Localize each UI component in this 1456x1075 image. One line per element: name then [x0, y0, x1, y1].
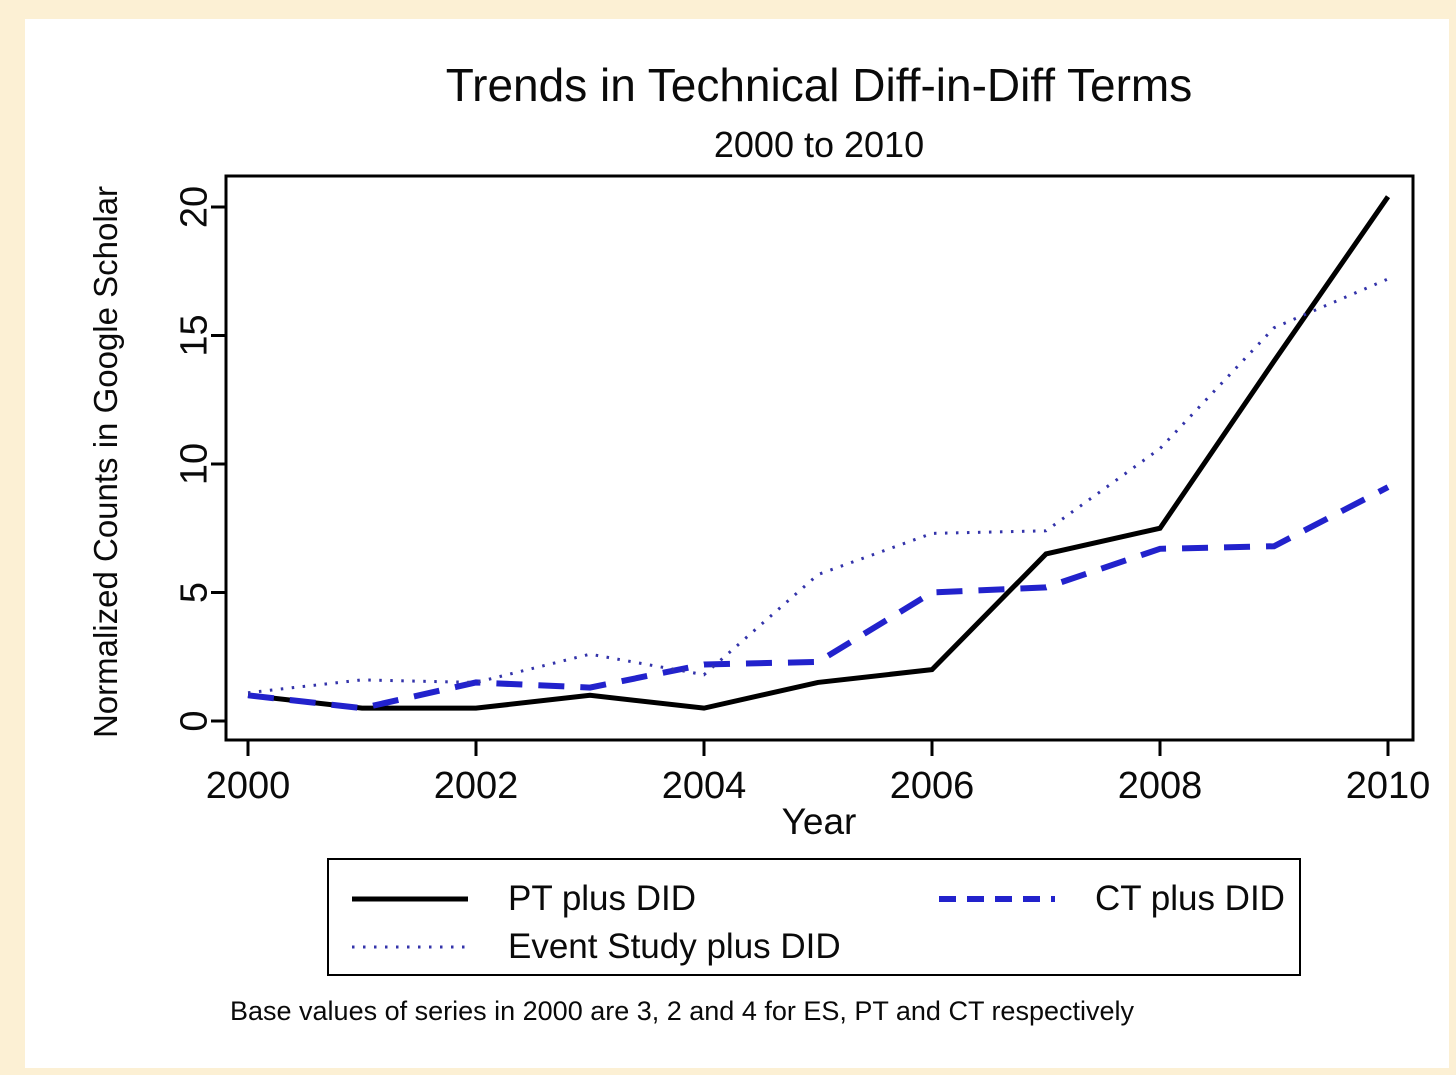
legend-label-ct: CT plus DID — [1095, 879, 1285, 918]
y-tick-label: 10 — [174, 443, 216, 485]
x-tick-label: 2008 — [1118, 765, 1203, 807]
y-tick-label: 15 — [174, 314, 216, 356]
series-line-dotted — [247, 277, 1389, 695]
legend-label-pt: PT plus DID — [508, 879, 697, 918]
legend-item-es: Event Study plus DID — [350, 926, 841, 968]
x-tick-label: 2006 — [890, 765, 975, 807]
x-tick-label: 2004 — [662, 765, 747, 807]
x-tick-label: 2010 — [1346, 765, 1431, 807]
legend-line-sample-dashed — [939, 896, 1055, 902]
legend-item-ct: CT plus DID — [937, 878, 1285, 920]
y-tick-label: 20 — [174, 186, 216, 228]
plot-frame — [224, 174, 1415, 742]
x-tick-label: 2000 — [206, 765, 291, 807]
legend-line-sample-dotted — [352, 945, 468, 949]
x-axis-label: Year — [781, 801, 857, 842]
y-tick-label: 0 — [174, 710, 216, 731]
y-axis-label: Normalized Counts in Google Scholar — [87, 185, 124, 739]
chart-title: Trends in Technical Diff-in-Diff Terms — [445, 59, 1193, 111]
chart-subtitle: 2000 to 2010 — [713, 124, 925, 165]
y-tick-label: 5 — [174, 582, 216, 603]
legend-line-sample-solid — [352, 896, 468, 902]
series-line-solid — [247, 195, 1391, 711]
legend-box: PT plus DID CT plus DID Event Study plus… — [327, 858, 1301, 976]
series-line-dashed — [247, 484, 1390, 712]
legend-label-es: Event Study plus DID — [508, 927, 841, 966]
x-tick-label: 2002 — [434, 765, 519, 807]
legend-item-pt: PT plus DID — [350, 878, 696, 920]
footnote: Base values of series in 2000 are 3, 2 a… — [230, 996, 1134, 1026]
